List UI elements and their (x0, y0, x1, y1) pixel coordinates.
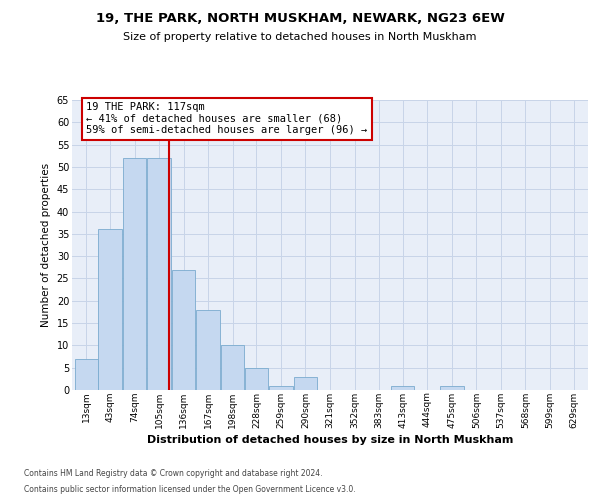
X-axis label: Distribution of detached houses by size in North Muskham: Distribution of detached houses by size … (147, 434, 513, 444)
Text: Contains public sector information licensed under the Open Government Licence v3: Contains public sector information licen… (24, 485, 356, 494)
Bar (294, 376, 317, 390)
Bar (221, 346, 244, 390)
Bar (148, 158, 171, 390)
Text: Contains HM Land Registry data © Crown copyright and database right 2024.: Contains HM Land Registry data © Crown c… (24, 468, 323, 477)
Bar (123, 158, 146, 390)
Bar (74, 359, 98, 390)
Text: 19, THE PARK, NORTH MUSKHAM, NEWARK, NG23 6EW: 19, THE PARK, NORTH MUSKHAM, NEWARK, NG2… (95, 12, 505, 26)
Y-axis label: Number of detached properties: Number of detached properties (41, 163, 51, 327)
Bar (245, 368, 268, 390)
Bar (391, 386, 415, 390)
Bar (440, 386, 464, 390)
Bar (172, 270, 195, 390)
Text: 19 THE PARK: 117sqm
← 41% of detached houses are smaller (68)
59% of semi-detach: 19 THE PARK: 117sqm ← 41% of detached ho… (86, 102, 367, 136)
Bar (98, 230, 122, 390)
Text: Size of property relative to detached houses in North Muskham: Size of property relative to detached ho… (123, 32, 477, 42)
Bar (269, 386, 293, 390)
Bar (196, 310, 220, 390)
